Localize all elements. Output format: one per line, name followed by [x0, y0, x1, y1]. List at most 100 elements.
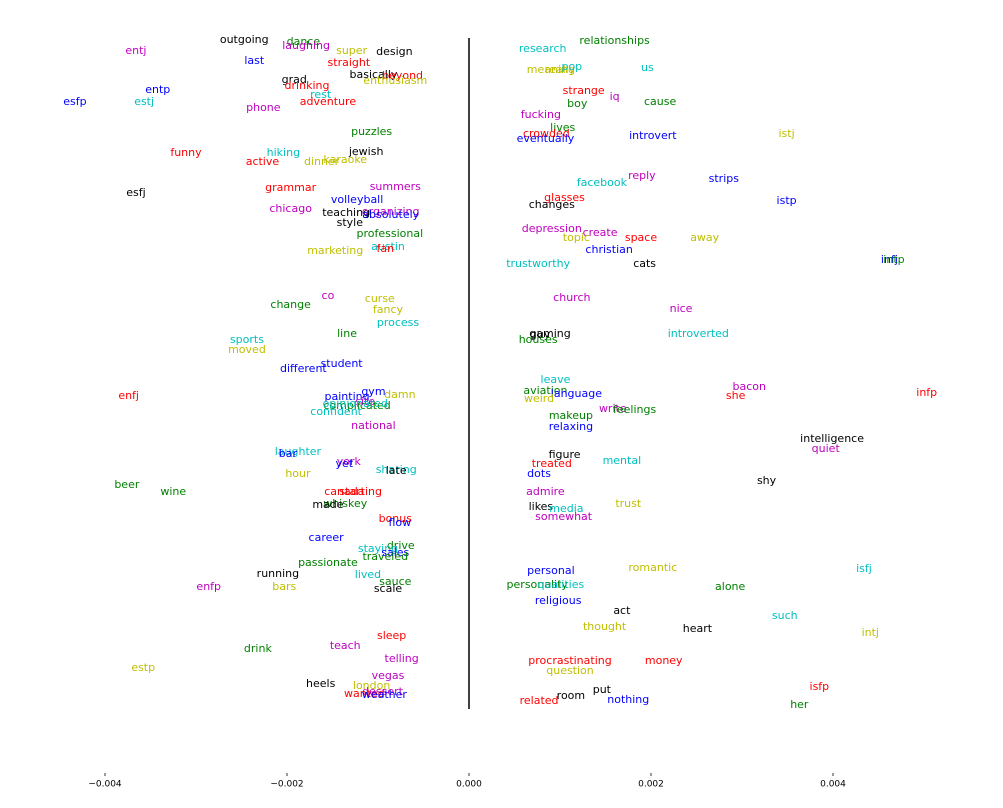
word-point: different [280, 362, 327, 375]
word-point: bonus [379, 512, 413, 525]
word-point: romantic [628, 561, 677, 574]
word-point: shy [757, 474, 777, 487]
word-point: intp [883, 253, 904, 266]
word-point: houses [519, 333, 558, 346]
word-point: relaxing [549, 420, 593, 433]
word-point: hiking [267, 146, 300, 159]
word-point: really [545, 63, 576, 76]
word-point: made [312, 498, 343, 511]
word-point: co [322, 289, 335, 302]
word-point: laughing [282, 39, 330, 52]
word-point: qualities [538, 578, 585, 591]
word-point: passionate [298, 556, 358, 569]
word-point: sauce [379, 575, 411, 588]
word-point: entj [125, 44, 146, 57]
word-point: boy [567, 97, 588, 110]
word-point: dessert [362, 685, 404, 698]
word-point: bar [279, 447, 298, 460]
word-point: karaoke [323, 153, 367, 166]
word-point: design [376, 45, 413, 58]
word-point: aviation [523, 384, 567, 397]
word-point: organizing [362, 205, 420, 218]
word-point: professional [357, 227, 424, 240]
word-point: jewish [348, 145, 384, 158]
word-point: trust [615, 497, 642, 510]
x-tick-label: −0.004 [88, 780, 122, 790]
word-point: vegas [372, 669, 405, 682]
word-point: grad [282, 73, 307, 86]
word-point: career [309, 531, 345, 544]
word-point: crowded [523, 127, 570, 140]
word-point: whiskey [323, 497, 368, 510]
word-point: weather [362, 688, 408, 701]
word-point: away [690, 231, 719, 244]
word-point: absolutely [362, 208, 419, 221]
word-point: laughter [275, 445, 322, 458]
word-point: beer [114, 478, 140, 491]
word-point: super [336, 44, 367, 57]
word-point: christian [585, 243, 632, 256]
word-point: adventure [300, 95, 357, 108]
word-point: cats [633, 257, 656, 270]
word-point: teaching [322, 206, 370, 219]
word-point: procrastinating [528, 654, 611, 667]
word-point: phone [246, 101, 281, 114]
word-point: research [519, 42, 567, 55]
word-point: infj [881, 253, 898, 266]
word-point: language [551, 387, 602, 400]
word-point: fucking [521, 108, 561, 121]
word-point: relationships [579, 34, 650, 47]
word-point: beyond [382, 69, 423, 82]
word-point: related [520, 694, 559, 707]
word-point: cause [644, 95, 676, 108]
word-point: complicated [323, 399, 390, 412]
word-point: scale [374, 582, 403, 595]
word-point: heels [306, 677, 336, 690]
word-point: bars [272, 580, 296, 593]
word-point: figure [549, 448, 581, 461]
word-point: leave [541, 373, 571, 386]
word-point: heart [683, 622, 713, 635]
word-point: flow [389, 516, 412, 529]
word-point: staying [358, 542, 398, 555]
word-point: opinionated [323, 397, 388, 410]
word-point: somewhat [535, 510, 593, 523]
word-point: thought [583, 620, 627, 633]
word-point: process [377, 316, 420, 329]
word-point: dots [527, 467, 551, 480]
word-point: change [270, 298, 311, 311]
word-point: starting [339, 485, 382, 498]
x-tick-label: 0.002 [638, 780, 664, 790]
word-point: drive [387, 539, 415, 552]
word-point: likes [529, 500, 554, 513]
word-point: damn [384, 388, 415, 401]
word-point: painting [325, 390, 370, 403]
x-tick-label: −0.002 [270, 780, 303, 790]
word-point: rest [310, 88, 332, 101]
word-point: teach [330, 639, 361, 652]
word-point: sales [381, 546, 409, 559]
word-point: national [351, 419, 396, 432]
word-point: she [726, 389, 746, 402]
word-point: istj [779, 127, 795, 140]
word-point: nothing [607, 693, 649, 706]
word-point: dance [287, 35, 321, 48]
word-point: space [625, 231, 658, 244]
word-point: york [337, 455, 362, 468]
word-point: trustworthy [506, 257, 570, 270]
word-point: austin [371, 240, 405, 253]
word-point: funny [170, 146, 202, 159]
word-point: mental [603, 454, 642, 467]
word-point: puzzles [351, 125, 392, 138]
x-tick-label: 0.000 [456, 780, 482, 790]
word-point: confident [310, 405, 362, 418]
word-point: moved [228, 343, 266, 356]
word-point: iq [610, 90, 620, 103]
word-point: such [772, 609, 798, 622]
word-point: line [337, 327, 357, 340]
word-point: sharing [376, 463, 417, 476]
word-point: estj [134, 95, 154, 108]
word-point: active [246, 155, 280, 168]
word-point: topic [563, 231, 590, 244]
word-point: esfj [126, 186, 145, 199]
